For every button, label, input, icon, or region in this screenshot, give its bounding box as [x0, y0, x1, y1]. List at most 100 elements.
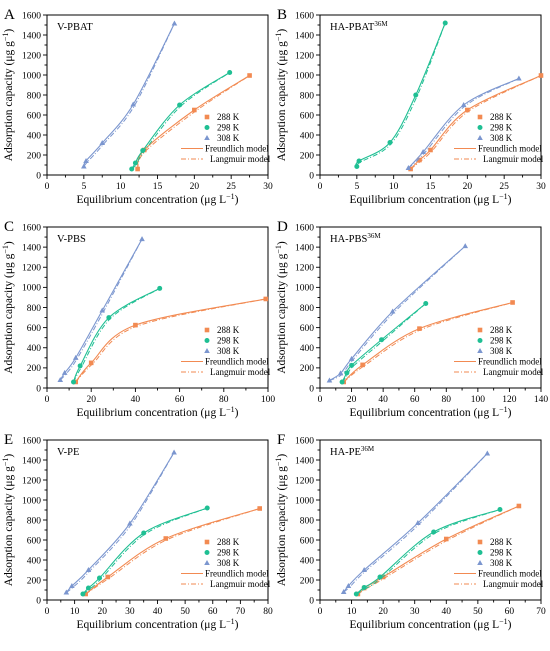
panel-title-text: V-PBAT — [57, 22, 93, 33]
x-tick-label: 25 — [499, 182, 509, 192]
freundlich-curve-288k — [343, 301, 513, 383]
x-tick-label: 30 — [263, 182, 273, 192]
y-tick-label: 200 — [300, 576, 315, 586]
data-point-308k — [462, 243, 469, 249]
data-point-308k — [69, 583, 75, 588]
chart-panel-e: 0 10 20 30 40 50 60 70 8002004006008001000120014… — [1, 432, 273, 631]
panel-title-sup: 36M — [361, 445, 375, 453]
x-tick-label: 30 — [125, 607, 135, 617]
y-tick-label: 0 — [309, 384, 314, 394]
legend-marker-288k — [204, 114, 210, 120]
data-point-308k — [484, 450, 491, 456]
x-axis-title-exp: −1 — [226, 192, 235, 201]
y-axis-title: Adsorption capacity (μg g−1) — [1, 241, 15, 374]
panel-letter: A — [4, 7, 15, 23]
panel-title-text: HA-PBAT — [330, 22, 375, 33]
x-axis-title: Equilibrium concentration (μg L−1) — [350, 617, 512, 631]
data-point-298k — [361, 585, 367, 590]
x-tick-label: 40 — [442, 607, 452, 617]
x-axis-title: Equilibrium concentration (μg L−1) — [77, 192, 239, 206]
x-tick-label: 60 — [410, 395, 420, 405]
x-axis-title-exp: −1 — [226, 617, 235, 626]
legend-freundlich-label: Freundlich model — [205, 144, 269, 154]
panel-title: HA-PBAT36M — [330, 20, 388, 33]
legend-langmuir-label: Langmuir model — [483, 579, 544, 589]
x-tick-label: 0 — [318, 607, 323, 617]
legend-label-298k: 298 K — [490, 336, 513, 346]
x-axis-title-close: ) — [235, 194, 239, 206]
legend-marker-298k — [477, 338, 483, 343]
legend-label-288k: 288 K — [490, 325, 513, 335]
x-tick-label: 10 — [116, 182, 126, 192]
legend-langmuir-label: Langmuir model — [483, 154, 544, 164]
x-tick-label: 10 — [70, 607, 80, 617]
legend-label-288k: 288 K — [217, 325, 240, 335]
x-tick-label: 20 — [190, 182, 200, 192]
langmuir-curve-308k — [66, 452, 175, 593]
legend-freundlich-label: Freundlich model — [205, 569, 269, 579]
y-axis-title: Adsorption capacity (μg g−1) — [274, 454, 288, 587]
legend-label-298k: 298 K — [217, 336, 240, 346]
langmuir-curve-288k — [75, 298, 266, 383]
data-point-288k — [417, 157, 422, 163]
panel-title-text: V-PE — [57, 447, 79, 458]
langmuir-curve-298k — [341, 303, 427, 383]
x-tick-label: 60 — [208, 607, 218, 617]
y-tick-label: 1600 — [295, 223, 314, 233]
x-tick-label: 20 — [98, 607, 108, 617]
legend-marker-298k — [477, 550, 483, 555]
data-point-288k — [88, 360, 94, 366]
y-axis-title-close: ) — [276, 29, 288, 33]
data-point-308k — [85, 567, 92, 572]
freundlich-curve-298k — [355, 22, 446, 167]
y-tick-label: 0 — [36, 596, 41, 606]
panel-letter: E — [4, 432, 13, 448]
y-tick-label: 1400 — [22, 456, 41, 466]
y-axis-title-text: Adsorption capacity (μg g — [3, 41, 15, 161]
data-point-298k — [85, 585, 91, 591]
legend-label-308k: 308 K — [490, 346, 513, 356]
chart-panel-a: 0 5 10 15 20 25 30 0 200 400 600 800 1000 1200 1400 160… — [1, 7, 273, 206]
x-axis-title-text: Equilibrium concentration (μg L — [77, 194, 227, 206]
panel-letter: F — [277, 432, 285, 448]
freundlich-curve-298k — [72, 287, 160, 383]
y-tick-label: 1000 — [295, 71, 314, 81]
y-tick-label: 1200 — [22, 476, 41, 486]
data-point-298k — [423, 300, 429, 306]
y-tick-label: 1000 — [22, 71, 41, 81]
data-point-288k — [417, 326, 422, 331]
langmuir-curve-308k — [343, 453, 488, 593]
legend-marker-298k — [204, 550, 210, 555]
langmuir-curve-308k — [408, 78, 520, 169]
x-tick-label: 20 — [347, 395, 357, 405]
panel-title-text: V-PBS — [57, 234, 86, 245]
chart-panel-c: 0 20 40 60 80 1000200400600800100012001400160… — [1, 219, 275, 419]
legend-marker-298k — [477, 125, 483, 130]
y-tick-label: 800 — [300, 91, 315, 101]
y-tick-label: 1200 — [295, 264, 314, 274]
y-tick-label: 1200 — [295, 476, 314, 486]
y-axis-title: Adsorption capacity (μg g−1) — [1, 454, 15, 587]
y-axis-title-exp: −1 — [274, 33, 283, 42]
x-tick-label: 50 — [473, 607, 483, 617]
y-tick-label: 0 — [36, 171, 41, 181]
langmuir-curve-288k — [85, 508, 260, 595]
panel-letter: B — [277, 7, 287, 23]
y-tick-label: 1600 — [295, 436, 314, 446]
data-point-298k — [157, 285, 163, 291]
x-axis-title-exp: −1 — [499, 192, 508, 201]
x-axis-title: Equilibrium concentration (μg L−1) — [350, 192, 512, 206]
x-tick-label: 15 — [153, 182, 163, 192]
y-tick-label: 1400 — [295, 31, 314, 41]
data-point-298k — [77, 363, 83, 369]
data-point-298k — [129, 166, 135, 172]
legend-label-298k: 298 K — [217, 548, 240, 558]
data-point-288k — [192, 107, 197, 113]
legend-label-288k: 288 K — [490, 537, 513, 547]
data-point-288k — [135, 166, 140, 172]
y-tick-label: 1600 — [22, 223, 41, 233]
data-point-308k — [389, 308, 396, 314]
y-tick-label: 800 — [300, 304, 315, 314]
legend-label-308k: 308 K — [490, 133, 513, 143]
